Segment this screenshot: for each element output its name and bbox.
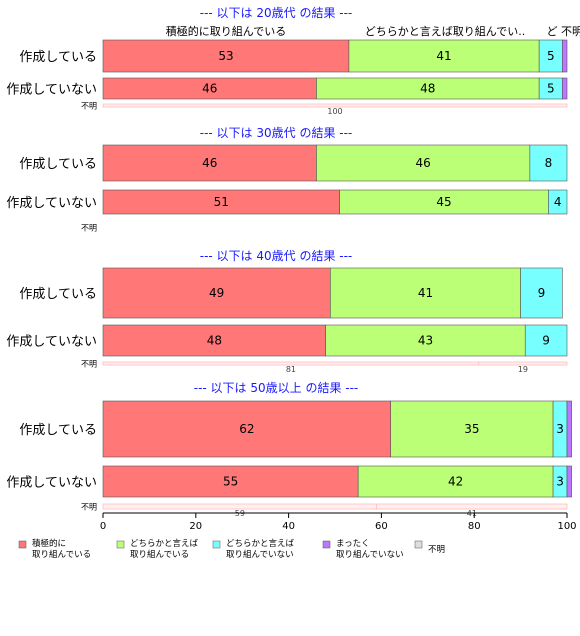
bar-value-label: 42 (448, 475, 463, 489)
bar-value-label: 41 (436, 49, 451, 63)
legend-swatch (322, 540, 331, 549)
bar-segment (339, 189, 549, 215)
bar-value-label: 5 (547, 49, 555, 63)
legend-swatch (414, 540, 423, 549)
column-header: ど (547, 25, 558, 38)
row-label: 作成している (19, 50, 97, 65)
column-header: 不明 (561, 25, 580, 38)
legend-label: 不明 (428, 545, 445, 555)
bar-segment (562, 39, 568, 73)
bar-value-label: 81 (286, 365, 296, 374)
bar-segment (520, 267, 563, 319)
row-label: 不明 (81, 102, 97, 111)
bar-value-label: 9 (542, 334, 550, 348)
bar-segment (562, 77, 568, 100)
x-tick-label: 20 (189, 521, 202, 532)
bar-segment (566, 465, 572, 498)
row-label: 不明 (81, 360, 97, 369)
row-label: 不明 (81, 503, 97, 512)
row-label: 不明 (81, 224, 97, 233)
bar-value-label: 100 (327, 107, 342, 116)
bar-segment (102, 400, 391, 458)
bar-value-label: 49 (209, 286, 224, 300)
bar-segment (376, 503, 568, 510)
bar-value-label: 53 (218, 49, 233, 63)
x-tick-label: 40 (282, 521, 295, 532)
legend-label: どちらかと言えば取り組んでいない (226, 538, 295, 560)
legend-label: 積極的に取り組んでいる (32, 538, 91, 560)
bar-segment (102, 324, 327, 357)
bar-segment (102, 39, 350, 73)
bar-value-label: 62 (239, 422, 254, 436)
legend-swatch (212, 540, 221, 549)
row-label: 作成していない (6, 196, 97, 211)
bar-value-label: 51 (214, 195, 229, 209)
row-label: 作成している (19, 157, 97, 172)
bar-segment (102, 144, 317, 182)
bar-value-label: 43 (418, 334, 433, 348)
bar-segment (524, 324, 568, 357)
bar-segment (102, 465, 359, 498)
bar-value-label: 55 (223, 475, 238, 489)
bar-value-label: 48 (207, 334, 222, 348)
bar-segment (478, 361, 568, 366)
row-label: 作成している (19, 423, 97, 438)
bar-value-label: 3 (556, 422, 564, 436)
legend-swatch (116, 540, 125, 549)
bar-value-label: 35 (464, 422, 479, 436)
legend-swatch (18, 540, 27, 549)
bar-segment (390, 400, 554, 458)
legend-label: どちらかと言えば取り組んでいる (130, 538, 199, 560)
bar-value-label: 4 (554, 195, 562, 209)
bar-segment (102, 103, 568, 108)
bar-segment (325, 324, 526, 357)
x-tick-label: 0 (100, 521, 106, 532)
bar-segment (548, 189, 568, 215)
panel-title: --- 以下は 20歳代 の結果 --- (200, 6, 353, 20)
bar-segment (566, 400, 572, 458)
bar-value-label: 41 (418, 286, 433, 300)
bar-value-label: 48 (420, 82, 435, 96)
bar-value-label: 9 (538, 286, 546, 300)
bar-value-label: 45 (436, 195, 451, 209)
row-label: 作成していない (6, 83, 97, 98)
x-tick-label: 80 (468, 521, 481, 532)
bar-value-label: 46 (202, 82, 217, 96)
column-header: どちらかと言えば取り組んでい.. (365, 25, 525, 38)
bar-segment (316, 144, 531, 182)
row-label: 作成している (19, 287, 97, 302)
panel-title: --- 以下は 40歳代 の結果 --- (200, 249, 353, 263)
bar-value-label: 5 (547, 82, 555, 96)
bar-value-label: 46 (202, 156, 217, 170)
bar-segment (348, 39, 540, 73)
row-label: 作成していない (6, 335, 97, 350)
column-header: 積極的に取り組んでいる (166, 24, 286, 38)
bar-segment (529, 144, 568, 182)
bar-segment (330, 267, 521, 319)
panel-title: --- 以下は 30歳代 の結果 --- (200, 126, 353, 140)
bar-value-label: 19 (518, 365, 528, 374)
bar-value-label: 46 (416, 156, 431, 170)
bar-segment (357, 465, 554, 498)
bar-value-label: 8 (545, 156, 553, 170)
x-tick-label: 100 (557, 521, 576, 532)
legend-label: まったく取り組んでいない (336, 539, 404, 560)
panel-title: --- 以下は 50歳以上 の結果 --- (194, 381, 359, 395)
row-label: 作成していない (6, 476, 97, 491)
x-tick-label: 60 (375, 521, 388, 532)
bar-value-label: 3 (556, 475, 564, 489)
